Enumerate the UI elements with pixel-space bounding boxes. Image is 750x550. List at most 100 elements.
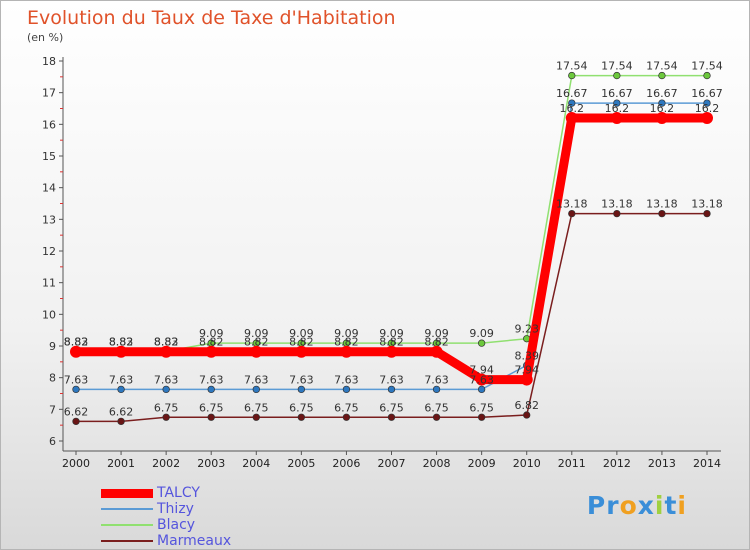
legend-item-talcy: TALCY: [101, 485, 231, 501]
legend-swatch-talcy: [101, 488, 153, 498]
data-label-thizy: 16.67: [691, 87, 723, 100]
data-label-marmeaux: 6.75: [334, 401, 359, 414]
logo-letter: r: [606, 491, 620, 520]
data-label-talcy: 8.82: [64, 336, 89, 349]
data-label-marmeaux: 6.62: [109, 405, 134, 418]
x-tick-label: 2002: [152, 457, 180, 470]
data-label-marmeaux: 13.18: [691, 198, 723, 211]
data-label-thizy: 7.63: [199, 373, 224, 386]
x-tick-label: 2006: [332, 457, 360, 470]
data-label-talcy: 16.2: [605, 102, 630, 115]
data-label-blacy: 9.09: [469, 327, 494, 340]
legend-item-blacy: Blacy: [101, 517, 231, 533]
logo-text: Proxiti: [587, 491, 687, 520]
x-tick-label: 2003: [197, 457, 225, 470]
legend-item-thizy: Thizy: [101, 501, 231, 517]
data-point-talcy: [701, 112, 713, 124]
data-point-marmeaux: [162, 413, 170, 421]
data-point-blacy: [477, 339, 486, 347]
logo-letter: x: [637, 491, 655, 520]
data-label-marmeaux: 13.18: [556, 198, 588, 211]
data-label-marmeaux: 6.75: [469, 401, 494, 414]
data-label-talcy: 16.2: [650, 102, 675, 115]
data-point-marmeaux: [432, 413, 441, 421]
y-tick-label: 13: [42, 213, 56, 226]
logo-letter: o: [619, 491, 638, 520]
legend-label-blacy: Blacy: [157, 517, 196, 533]
data-label-blacy: 9.09: [289, 327, 314, 340]
data-point-talcy: [520, 373, 533, 386]
chart-subtitle: (en %): [27, 31, 64, 44]
data-label-thizy: 7.63: [469, 373, 494, 386]
y-tick-label: 6: [49, 435, 56, 448]
data-label-blacy: 8.83: [154, 335, 179, 348]
data-label-blacy: 17.54: [646, 60, 678, 73]
data-point-thizy: [297, 385, 306, 394]
data-point-thizy: [568, 99, 576, 107]
x-tick-label: 2014: [693, 457, 721, 470]
data-point-marmeaux: [207, 413, 215, 421]
y-tick-label: 15: [42, 150, 56, 163]
logo-letter: t: [664, 491, 678, 520]
data-point-thizy: [387, 385, 396, 394]
data-label-marmeaux: 6.75: [424, 401, 449, 414]
x-tick-label: 2005: [287, 457, 315, 470]
y-tick-label: 11: [42, 277, 56, 290]
x-tick-label: 2011: [558, 457, 586, 470]
data-point-marmeaux: [568, 209, 576, 218]
data-label-blacy: 9.09: [424, 327, 449, 340]
data-label-marmeaux: 6.75: [244, 401, 269, 414]
legend-item-marmeaux: Marmeaux: [101, 533, 231, 549]
data-label-talcy: 8.82: [289, 336, 314, 349]
data-label-thizy: 7.63: [424, 373, 449, 386]
data-point-thizy: [432, 385, 441, 394]
data-point-talcy: [250, 345, 263, 358]
data-point-thizy: [703, 99, 711, 107]
data-label-blacy: 9.09: [334, 327, 359, 340]
data-point-talcy: [70, 345, 82, 358]
data-point-marmeaux: [523, 411, 531, 419]
y-tick-label: 10: [42, 308, 56, 321]
data-label-blacy: 17.54: [691, 60, 723, 73]
data-label-talcy: 7.94: [469, 364, 494, 377]
data-label-marmeaux: 13.18: [646, 198, 678, 211]
data-label-thizy: 7.63: [379, 373, 404, 386]
legend: TALCY Thizy Blacy Marmeaux: [101, 485, 231, 549]
data-label-blacy: 8.83: [109, 335, 134, 348]
data-point-thizy: [613, 99, 621, 107]
data-label-talcy: 7.94: [514, 364, 539, 377]
data-label-talcy: 8.82: [109, 336, 134, 349]
legend-label-marmeaux: Marmeaux: [157, 533, 232, 549]
data-label-marmeaux: 6.75: [154, 401, 179, 414]
data-label-marmeaux: 6.62: [64, 405, 89, 418]
y-tick-label: 8: [49, 372, 56, 385]
data-point-thizy: [658, 99, 666, 107]
data-label-talcy: 8.82: [424, 336, 449, 349]
x-tick-label: 2010: [513, 457, 541, 470]
data-label-talcy: 8.82: [334, 336, 359, 349]
data-point-marmeaux: [703, 209, 711, 218]
data-label-thizy: 16.67: [601, 87, 633, 100]
data-point-talcy: [655, 112, 668, 124]
data-point-blacy: [658, 71, 666, 80]
x-tick-label: 2008: [423, 457, 451, 470]
chart-title: Evolution du Taux de Taxe d'Habitation: [27, 7, 396, 29]
logo-letter: P: [586, 491, 607, 520]
data-label-thizy: 16.67: [646, 87, 678, 100]
data-label-marmeaux: 6.82: [514, 399, 539, 412]
data-label-thizy: 16.67: [556, 87, 588, 100]
data-point-talcy: [565, 112, 578, 124]
data-point-blacy: [703, 71, 711, 80]
data-label-talcy: 16.2: [560, 102, 585, 115]
y-tick-label: 12: [42, 245, 56, 258]
data-label-talcy: 8.82: [199, 336, 224, 349]
x-tick-label: 2001: [107, 457, 135, 470]
x-tick-label: 2012: [603, 457, 631, 470]
data-label-blacy: 9.09: [199, 327, 224, 340]
data-point-thizy: [117, 385, 125, 394]
logo-letter: i: [677, 491, 687, 520]
data-point-marmeaux: [72, 417, 80, 426]
data-label-thizy: 7.63: [334, 373, 359, 386]
